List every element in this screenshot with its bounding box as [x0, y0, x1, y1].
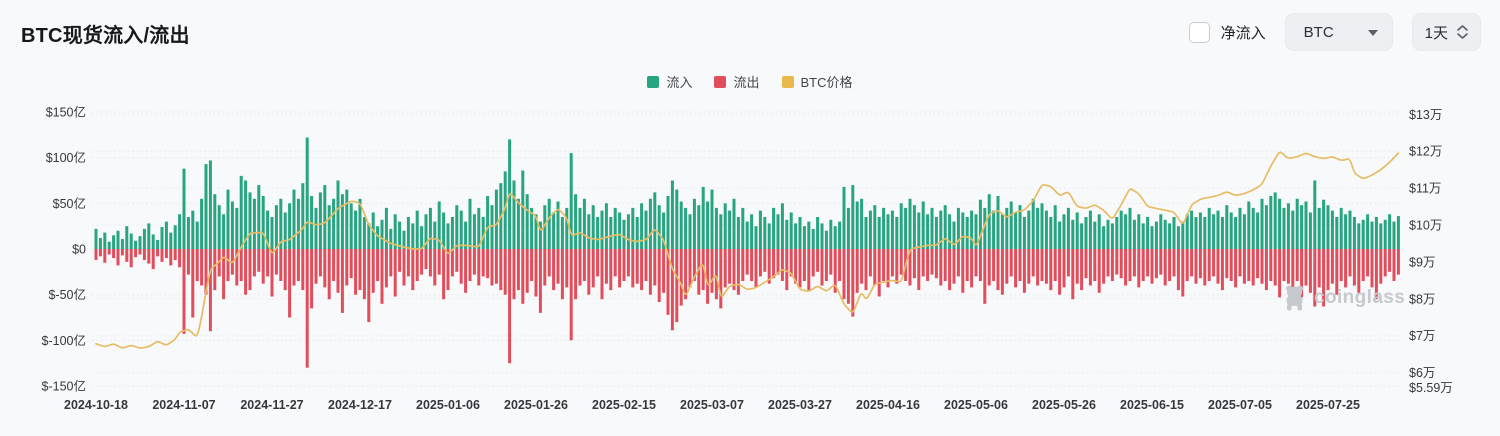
- coinglass-watermark-text: coinglass: [1314, 286, 1406, 308]
- legend-item-inflow[interactable]: 流入: [647, 72, 692, 91]
- x-axis-tick: 2025-05-06: [944, 398, 1008, 412]
- x-axis-tick: 2024-11-27: [240, 398, 303, 412]
- y-axis-right-tick: $7万: [1409, 329, 1435, 343]
- x-axis-tick: 2024-10-18: [64, 398, 128, 412]
- y-axis-right-tick: $6万: [1409, 366, 1435, 380]
- y-axis-left-tick: $-100亿: [42, 333, 86, 348]
- y-axis-right-tick: $13万: [1409, 108, 1442, 122]
- chart-controls: 净流入 BTC 1天: [1188, 13, 1481, 51]
- y-axis-right-tick: $10万: [1409, 219, 1442, 233]
- x-axis-tick: 2025-04-16: [856, 398, 920, 412]
- x-axis-tick: 2025-02-15: [592, 398, 656, 412]
- y-axis-left-tick: $50亿: [53, 196, 86, 211]
- x-axis-tick: 2025-03-07: [680, 398, 744, 412]
- chevron-down-icon: [1367, 29, 1378, 41]
- net-inflow-label: 净流入: [1220, 24, 1266, 42]
- legend-label-inflow: 流入: [666, 75, 693, 90]
- legend-item-price[interactable]: BTC价格: [781, 72, 853, 91]
- y-axis-left-tick: $-50亿: [48, 287, 86, 302]
- interval-select-value: 1天: [1424, 24, 1448, 42]
- x-axis-tick: 2025-03-27: [768, 398, 832, 412]
- y-axis-left-tick: $150亿: [46, 105, 86, 120]
- x-axis-tick: 2024-12-17: [328, 398, 392, 412]
- y-axis-right-tick: $5.59万: [1409, 381, 1453, 395]
- legend-item-outflow[interactable]: 流出: [714, 72, 760, 91]
- x-axis-tick: 2025-07-25: [1296, 398, 1360, 412]
- legend-label-outflow: 流出: [733, 75, 760, 90]
- net-inflow-checkbox[interactable]: [1188, 21, 1210, 43]
- x-axis-tick: 2025-01-06: [416, 398, 480, 412]
- y-axis-right-tick: $9万: [1409, 255, 1435, 269]
- price-swatch-icon: [781, 75, 794, 88]
- coin-select-value: BTC: [1303, 23, 1334, 41]
- x-axis-tick: 2025-06-15: [1120, 398, 1184, 412]
- y-axis-left-tick: $0: [72, 243, 86, 257]
- inflow-swatch-icon: [647, 75, 660, 88]
- coin-select[interactable]: BTC: [1284, 13, 1393, 51]
- x-axis-tick: 2025-05-26: [1032, 398, 1096, 412]
- coinglass-bear-icon: [1286, 285, 1303, 311]
- y-axis-left-tick: $-150亿: [42, 379, 86, 394]
- y-axis-left-tick: $100亿: [46, 150, 86, 165]
- interval-select[interactable]: 1天: [1411, 13, 1481, 51]
- coinglass-watermark: coinglass: [1282, 284, 1405, 311]
- x-axis-tick: 2024-11-07: [152, 398, 215, 412]
- legend-label-price: BTC价格: [800, 75, 853, 90]
- y-axis-right-tick: $8万: [1409, 292, 1435, 306]
- net-inflow-toggle[interactable]: 净流入: [1188, 21, 1266, 43]
- x-axis-tick: 2025-01-26: [504, 398, 568, 412]
- y-axis-right-tick: $12万: [1409, 145, 1442, 159]
- chart-legend: 流入 流出 BTC价格: [0, 72, 1500, 91]
- page-title: BTC现货流入/流出: [21, 25, 190, 47]
- outflow-swatch-icon: [714, 75, 727, 88]
- x-axis-tick: 2025-07-05: [1208, 398, 1272, 412]
- y-axis-right-tick: $11万: [1409, 182, 1441, 196]
- stepper-arrows-icon[interactable]: [1457, 25, 1468, 39]
